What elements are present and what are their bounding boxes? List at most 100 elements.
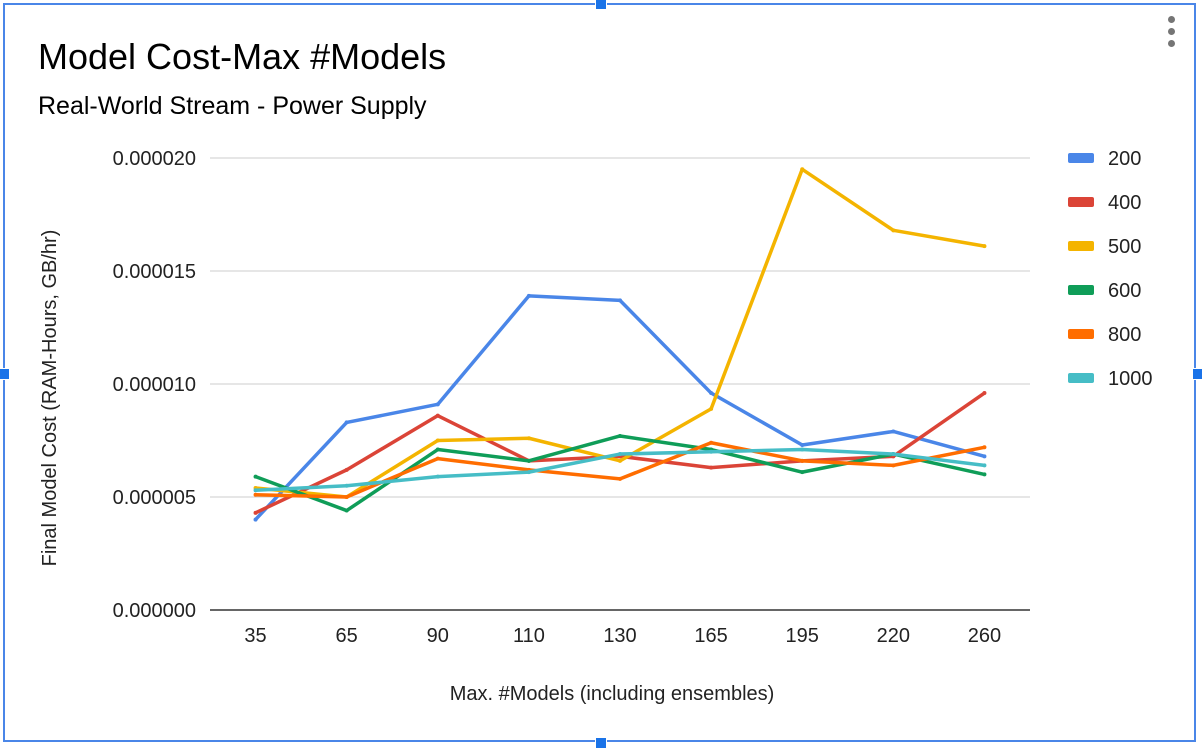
chart-subtitle: Real-World Stream - Power Supply: [38, 92, 427, 120]
more-options-icon[interactable]: [1160, 14, 1184, 54]
y-tick-label: 0.000005: [113, 487, 196, 509]
data-point[interactable]: [982, 445, 987, 450]
legend-item[interactable]: 600: [1068, 280, 1141, 302]
data-point[interactable]: [344, 420, 349, 425]
x-tick-label: 165: [694, 625, 727, 647]
data-point[interactable]: [253, 510, 258, 515]
data-point[interactable]: [435, 402, 440, 407]
data-point[interactable]: [618, 476, 622, 481]
data-point[interactable]: [526, 436, 531, 441]
data-point[interactable]: [709, 406, 714, 411]
y-tick-label: 0.000015: [113, 261, 196, 283]
data-point[interactable]: [982, 463, 987, 468]
data-point[interactable]: [618, 298, 622, 303]
data-point[interactable]: [709, 449, 714, 454]
x-axis-title: Max. #Models (including ensembles): [450, 683, 775, 705]
legend-swatch: [1068, 241, 1094, 251]
x-tick-label: 130: [603, 625, 636, 647]
data-point[interactable]: [618, 433, 622, 438]
data-point[interactable]: [800, 443, 805, 448]
legend-item[interactable]: 1000: [1068, 368, 1153, 390]
data-point[interactable]: [891, 452, 896, 457]
data-point[interactable]: [982, 454, 987, 459]
x-tick-label: 90: [427, 625, 449, 647]
y-tick-label: 0.000010: [113, 374, 196, 396]
legend-label: 800: [1108, 324, 1141, 346]
legend-swatch: [1068, 197, 1094, 207]
series-line[interactable]: [255, 167, 985, 499]
legend-label: 400: [1108, 192, 1141, 214]
legend: 200 400 500 600 800 1000: [1068, 148, 1153, 390]
data-point[interactable]: [435, 438, 440, 443]
x-tick-label: 110: [513, 625, 545, 647]
data-point[interactable]: [253, 517, 258, 522]
data-point[interactable]: [982, 244, 987, 249]
legend-item[interactable]: 200: [1068, 148, 1141, 170]
legend-label: 600: [1108, 280, 1141, 302]
data-point[interactable]: [526, 458, 531, 463]
data-point[interactable]: [709, 440, 714, 445]
x-tick-label: 195: [786, 625, 819, 647]
data-point[interactable]: [800, 447, 805, 452]
data-point[interactable]: [253, 474, 258, 479]
data-point[interactable]: [891, 463, 896, 468]
data-point[interactable]: [891, 429, 896, 434]
data-point[interactable]: [709, 465, 714, 470]
series-500: [253, 167, 987, 499]
x-axis-ticks: 35 65 90 110 130 165 195 220 260: [244, 625, 1001, 647]
x-tick-label: 220: [877, 625, 910, 647]
chart-title: Model Cost-Max #Models: [38, 36, 447, 77]
x-tick-label: 260: [968, 625, 1001, 647]
data-point[interactable]: [253, 488, 258, 493]
legend-swatch: [1068, 329, 1094, 339]
data-point[interactable]: [344, 508, 349, 513]
data-point[interactable]: [344, 483, 349, 488]
legend-label: 1000: [1108, 368, 1153, 390]
series-line[interactable]: [255, 441, 985, 499]
data-point[interactable]: [800, 470, 805, 475]
data-point[interactable]: [344, 495, 349, 499]
y-tick-label: 0.000020: [113, 148, 196, 170]
legend-swatch: [1068, 153, 1094, 163]
y-axis-ticks: 0.000000 0.000005 0.000010 0.000015 0.000020: [113, 148, 196, 622]
legend-swatch: [1068, 285, 1094, 295]
resize-handle-right[interactable]: [1192, 368, 1202, 380]
data-point[interactable]: [982, 391, 987, 396]
data-point[interactable]: [618, 452, 622, 457]
data-point[interactable]: [800, 458, 805, 463]
legend-item[interactable]: 500: [1068, 236, 1141, 258]
legend-label: 200: [1108, 148, 1141, 170]
series-1000: [253, 447, 987, 493]
data-point[interactable]: [526, 293, 531, 298]
data-point[interactable]: [435, 456, 440, 461]
data-point[interactable]: [526, 470, 531, 475]
data-point[interactable]: [800, 167, 805, 172]
y-axis-title: Final Model Cost (RAM-Hours, GB/hr): [39, 230, 61, 567]
resize-handle-top[interactable]: [595, 0, 607, 10]
data-point[interactable]: [253, 492, 258, 497]
series-line[interactable]: [254, 434, 985, 513]
data-point[interactable]: [618, 458, 622, 463]
data-point[interactable]: [344, 467, 349, 472]
gridlines: [210, 157, 1030, 611]
data-point[interactable]: [891, 228, 896, 233]
legend-item[interactable]: 400: [1068, 192, 1141, 214]
data-point[interactable]: [435, 474, 440, 479]
data-point[interactable]: [435, 413, 440, 418]
series-200: [253, 293, 987, 522]
data-point[interactable]: [982, 472, 987, 477]
x-tick-label: 65: [336, 625, 358, 647]
data-point[interactable]: [435, 447, 440, 452]
series-lines: [253, 167, 987, 522]
chart-frame[interactable]: [3, 3, 1196, 742]
legend-item[interactable]: 800: [1068, 324, 1141, 346]
legend-label: 500: [1108, 236, 1141, 258]
series-600: [253, 433, 987, 513]
x-tick-label: 35: [244, 625, 266, 647]
resize-handle-left[interactable]: [0, 368, 10, 380]
series-800: [253, 440, 987, 499]
legend-swatch: [1068, 373, 1094, 383]
y-tick-label: 0.000000: [113, 600, 196, 622]
data-point[interactable]: [709, 391, 714, 396]
